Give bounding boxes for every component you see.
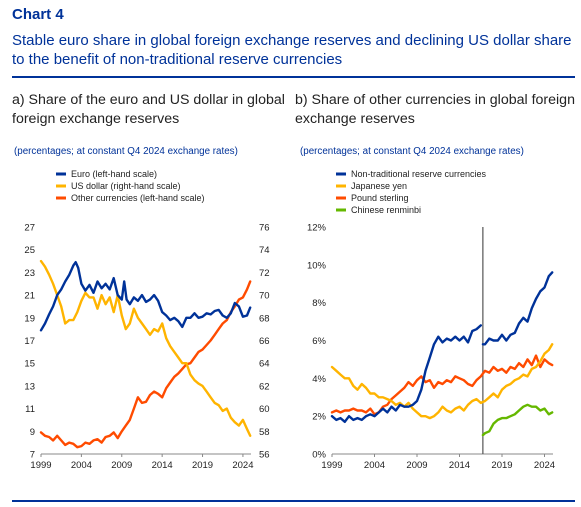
panel-a-right-tick-label: 70: [259, 291, 270, 302]
panel-a-usd-line: [39, 259, 252, 437]
panel-b-x-tick-label: 1999: [321, 460, 342, 471]
panel-a-right-tick-label: 72: [259, 268, 270, 279]
panel-b-legend-label: Japanese yen: [351, 181, 407, 191]
panel-b-x-tick-label: 2024: [534, 460, 555, 471]
panel-a-right-tick-label: 66: [259, 336, 270, 347]
panel-b-yen-line: [330, 343, 554, 420]
panel-a-left-tick-label: 15: [24, 359, 35, 370]
panel-a-right-tick-label: 60: [259, 404, 270, 415]
panel-b-title: b) Share of other currencies in global f…: [295, 92, 575, 127]
panel-b-y-tick-label: 8%: [312, 298, 326, 309]
panel-a-right-tick-label: 76: [259, 223, 270, 234]
panel-a-left-tick-label: 27: [24, 223, 35, 234]
panel-a-right-tick-label: 68: [259, 313, 270, 324]
panel-b-x-tick-label: 2004: [364, 460, 385, 471]
panel-a-x-tick-label: 2004: [71, 460, 92, 471]
panel-a-left-tick-label: 25: [24, 245, 35, 256]
panel-b-nontraditional-line: [481, 271, 554, 346]
panel-a-other-line: [39, 280, 252, 449]
panel-a-legend-label: US dollar (right-hand scale): [71, 181, 181, 191]
panel-a-legend-label: Euro (left-hand scale): [71, 169, 157, 179]
panel-a-euro-line: [39, 261, 252, 332]
panel-a-left-tick-label: 9: [30, 427, 35, 438]
panel-b-y-tick-label: 6%: [312, 336, 326, 347]
panel-a-right-tick-label: 64: [259, 359, 270, 370]
panel-b-x-tick-label: 2019: [491, 460, 512, 471]
panel-a-left-tick-label: 21: [24, 291, 35, 302]
panel-b-x-tick-label: 2009: [406, 460, 427, 471]
panel-a-x-tick-label: 2019: [192, 460, 213, 471]
panel-b-y-tick-label: 4%: [312, 374, 326, 385]
panel-b-nontraditional-line: [330, 324, 482, 423]
panel-a-x-tick-label: 2014: [152, 460, 173, 471]
panel-b-renminbi-line: [481, 403, 554, 437]
panel-a-right-tick-label: 58: [259, 427, 270, 438]
panel-b-y-tick-label: 10%: [307, 260, 327, 271]
panel-a-right-tick-label: 62: [259, 381, 270, 392]
panel-a-right-tick-label: 74: [259, 245, 270, 256]
panel-b-legend-label: Non-traditional reserve currencies: [351, 169, 487, 179]
panel-a-x-tick-label: 2024: [232, 460, 253, 471]
panel-a-left-tick-label: 17: [24, 336, 35, 347]
panel-a-right-tick-label: 56: [259, 450, 270, 461]
panel-a-legend-label: Other currencies (left-hand scale): [71, 193, 205, 203]
panel-a-unit: (percentages; at constant Q4 2024 exchan…: [14, 146, 238, 157]
panel-a-x-tick-label: 2009: [111, 460, 132, 471]
panel-a-left-tick-label: 23: [24, 268, 35, 279]
panel-b-y-tick-label: 12%: [307, 223, 327, 234]
panel-a-left-tick-label: 11: [25, 404, 35, 415]
main-title: Stable euro share in global foreign exch…: [12, 32, 572, 68]
panel-b-unit: (percentages; at constant Q4 2024 exchan…: [300, 146, 524, 157]
panel-b-x-tick-label: 2014: [449, 460, 470, 471]
panel-b-sterling-line: [330, 354, 554, 416]
bottom-rule: [12, 500, 575, 502]
panel-a-x-tick-label: 1999: [30, 460, 51, 471]
panel-b-y-tick-label: 0%: [312, 450, 326, 461]
panel-a-left-tick-label: 13: [24, 381, 35, 392]
panel-b-legend-label: Pound sterling: [351, 193, 409, 203]
panel-b-y-tick-label: 2%: [312, 412, 326, 423]
panel-a-left-tick-label: 19: [24, 313, 35, 324]
panel-a-title: a) Share of the euro and US dollar in gl…: [12, 92, 285, 127]
panel-b-legend-label: Chinese renminbi: [351, 205, 421, 215]
panel-a-left-tick-label: 7: [30, 450, 35, 461]
top-rule: [12, 76, 575, 78]
chart-label: Chart 4: [12, 6, 64, 23]
